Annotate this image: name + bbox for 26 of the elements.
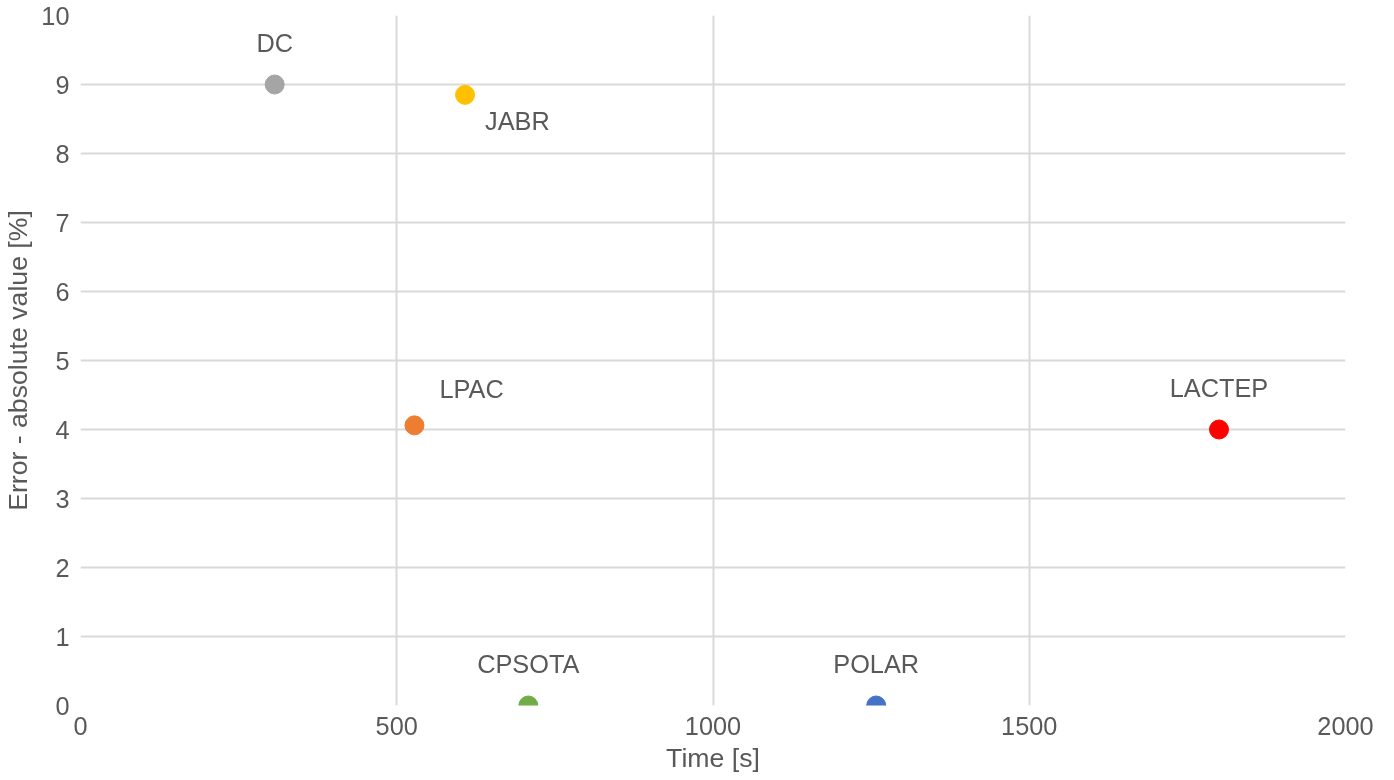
series-label: DC [256,28,293,57]
y-tick-label: 2 [55,553,70,582]
series-label: LPAC [439,375,504,404]
series-label: JABR [485,106,550,135]
x-tick-label: 1500 [1001,711,1058,740]
x-tick-label: 0 [73,711,88,740]
x-tick-label: 2000 [1317,711,1374,740]
y-tick-label: 5 [55,346,70,375]
x-tick-label: 500 [375,711,418,740]
x-axis-title: Time [s] [666,742,760,773]
y-tick-label: 1 [55,622,70,651]
y-axis-title: Error - absolute value [%] [3,210,34,511]
y-tick-label: 8 [55,139,70,168]
series-label: CPSOTA [477,649,580,678]
point [264,74,285,95]
y-tick-label: 6 [55,277,70,306]
x-tick-label: 1000 [684,711,742,740]
y-tick-label: 7 [55,208,70,237]
series-label: POLAR [833,649,920,678]
series-label: LACTEP [1169,373,1269,402]
y-tick-label: 4 [55,415,70,444]
y-tick-label: 0 [55,691,70,720]
y-tick-label: 9 [55,70,70,99]
y-tick-label: 10 [41,1,70,30]
y-tick-label: 3 [55,484,70,513]
point [455,84,476,105]
